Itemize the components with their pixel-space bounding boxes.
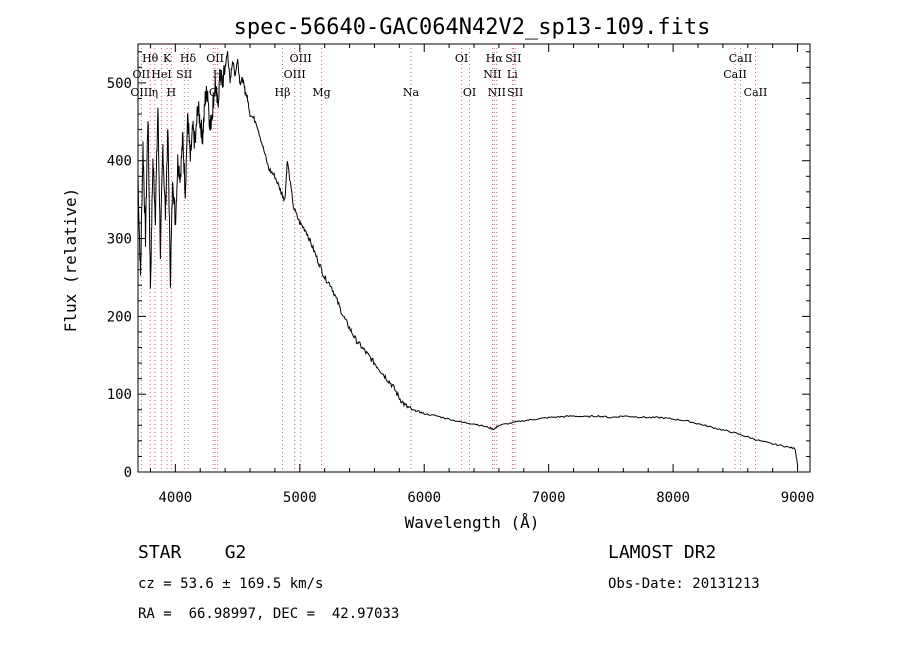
line-label: Mg xyxy=(312,86,330,99)
redshift-velocity: cz = 53.6 ± 169.5 km/s xyxy=(138,576,324,592)
x-axis-label: Wavelength (Å) xyxy=(405,513,540,532)
coordinates: RA = 66.98997, DEC = 42.97033 xyxy=(138,606,400,622)
y-axis-label: Flux (relative) xyxy=(61,188,80,333)
line-label: OIII xyxy=(290,52,312,65)
emission-line-markers xyxy=(140,44,756,472)
line-label: CaII xyxy=(744,86,768,99)
line-label: H xyxy=(213,68,223,81)
line-label: CaII xyxy=(729,52,753,65)
object-class: STAR G2 xyxy=(138,542,247,563)
line-label: CaII xyxy=(723,68,747,81)
chart-title: spec-56640-GAC064N42V2_sp13-109.fits xyxy=(234,15,711,40)
y-tick-label: 0 xyxy=(124,465,132,481)
line-label: OI xyxy=(455,52,468,65)
line-label: SII xyxy=(507,86,523,99)
line-label: η xyxy=(152,86,159,99)
line-label: H xyxy=(167,86,177,99)
line-label: Li xyxy=(507,68,518,81)
x-tick-label: 8000 xyxy=(656,490,690,506)
line-label: Hδ xyxy=(180,52,197,65)
line-label: OIII xyxy=(284,68,306,81)
line-label: G xyxy=(209,86,218,99)
line-label: OII xyxy=(206,52,224,65)
line-label: OI xyxy=(463,86,476,99)
plot-frame xyxy=(137,43,811,473)
line-label: Hα xyxy=(486,52,504,65)
line-label: OIII xyxy=(130,86,152,99)
x-tick-label: 5000 xyxy=(283,490,317,506)
x-tick-label: 4000 xyxy=(158,490,192,506)
line-label: Hβ xyxy=(275,86,291,99)
y-tick-label: 400 xyxy=(107,154,132,170)
y-tick-label: 200 xyxy=(107,309,132,325)
y-tick-label: 500 xyxy=(107,76,132,92)
line-label: HeI xyxy=(151,68,171,81)
y-tick-label: 100 xyxy=(107,387,132,403)
line-label: SII xyxy=(505,52,521,65)
line-label: NII xyxy=(483,68,501,81)
line-label: Hθ xyxy=(142,52,159,65)
line-label: OII xyxy=(133,68,151,81)
y-tick-label: 300 xyxy=(107,232,132,248)
survey-name: LAMOST DR2 xyxy=(608,542,717,563)
observation-date: Obs-Date: 20131213 xyxy=(608,576,760,592)
spectrum-line xyxy=(137,51,799,465)
line-label: Na xyxy=(403,86,420,99)
x-tick-label: 9000 xyxy=(781,490,815,506)
line-label: SII xyxy=(176,68,192,81)
line-label: NII xyxy=(488,86,506,99)
axis-ticks: 4000 5000 6000 7000 8000 9000 0 100 200 300 400 500 xyxy=(107,44,815,506)
x-tick-label: 6000 xyxy=(407,490,441,506)
line-label: K xyxy=(163,52,172,65)
x-tick-label: 7000 xyxy=(532,490,566,506)
